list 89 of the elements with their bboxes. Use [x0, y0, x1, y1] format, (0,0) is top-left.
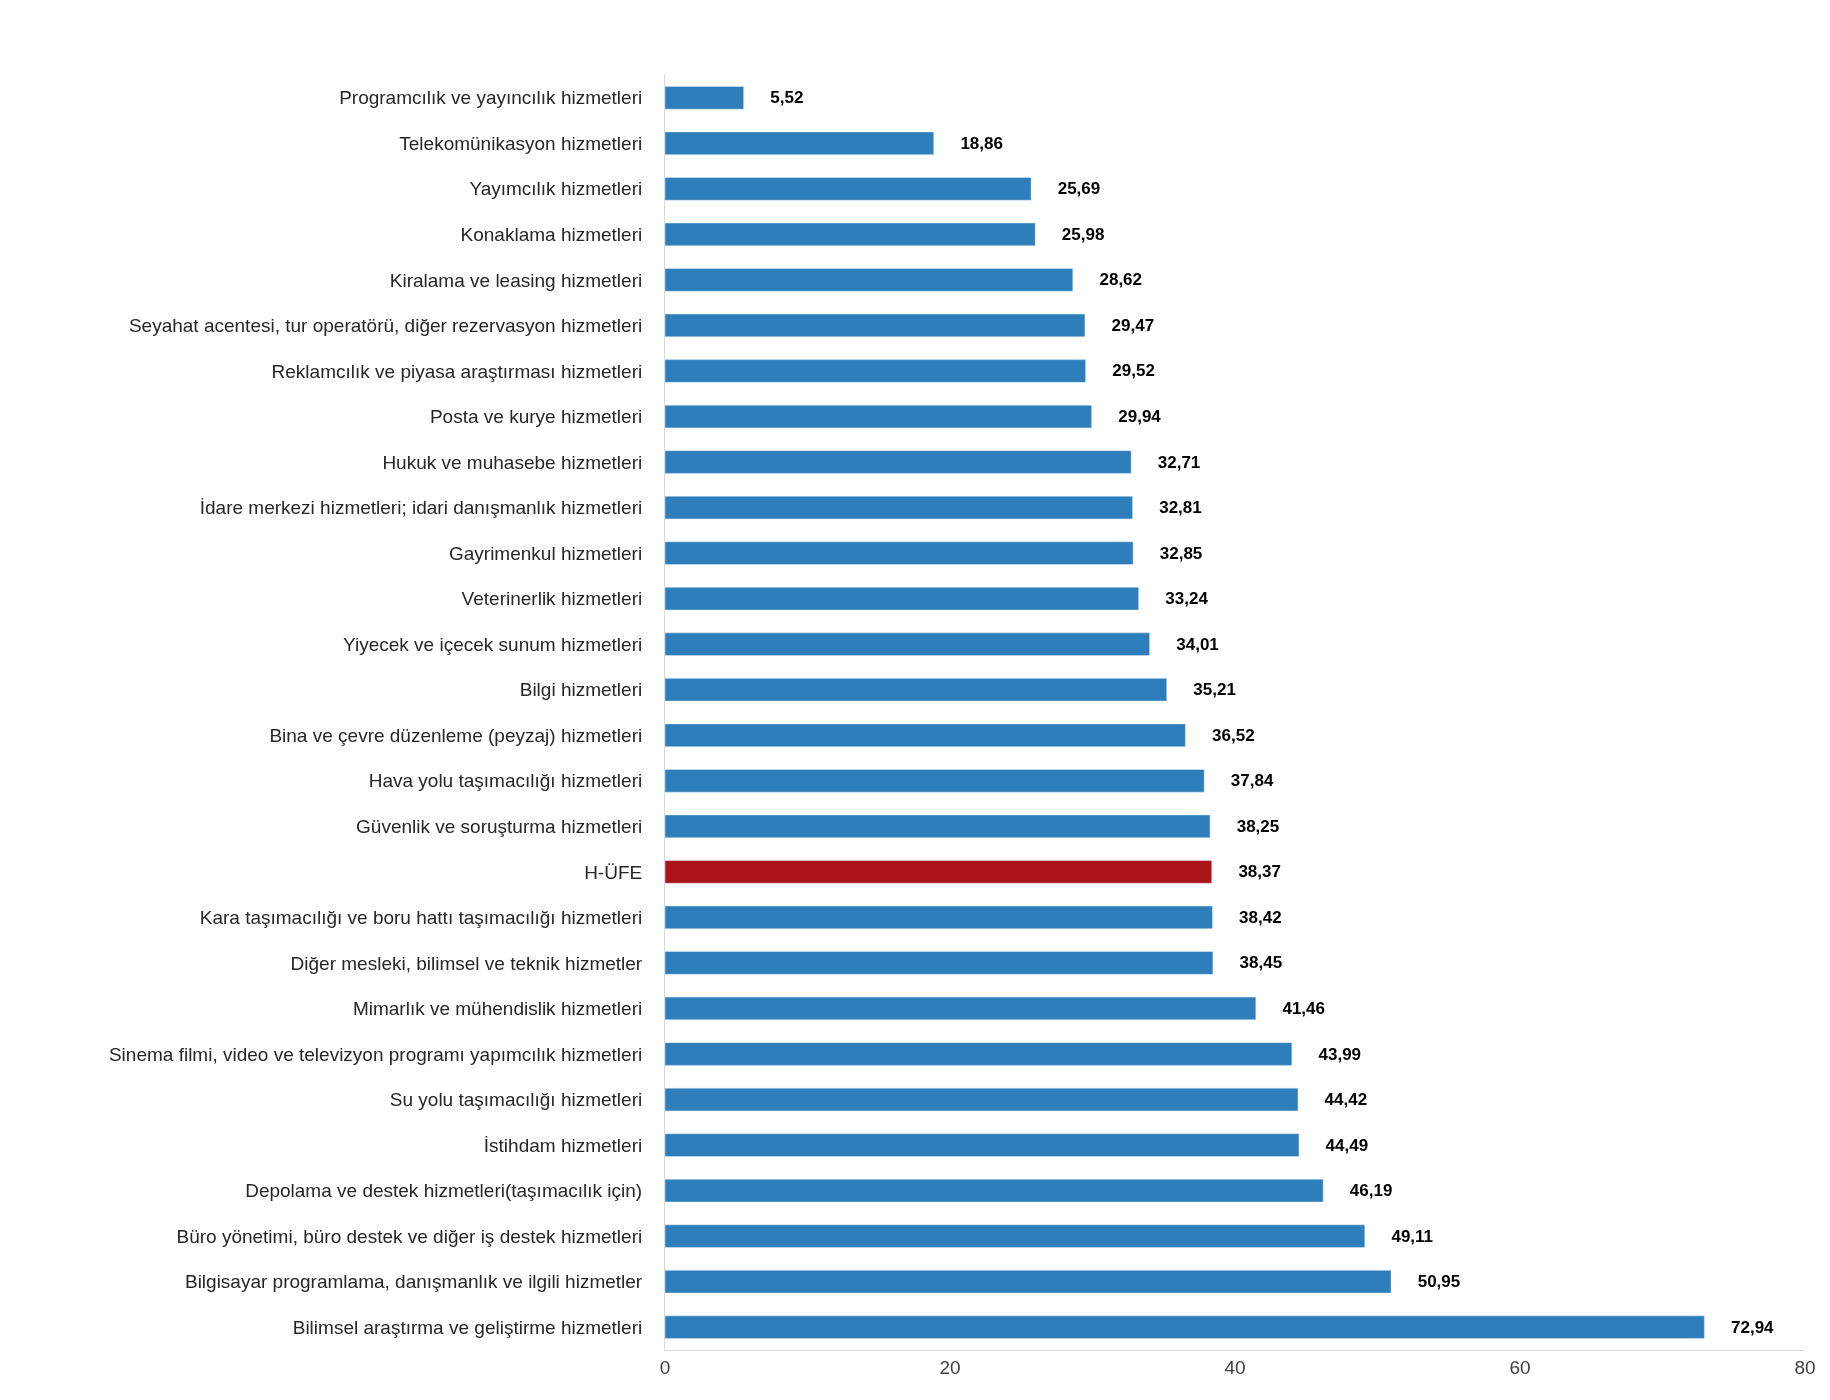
- data-label: 46,19: [1349, 1181, 1393, 1201]
- bar: [665, 678, 1167, 702]
- y-tick-label: Kiralama ve leasing hizmetleri: [389, 269, 643, 291]
- bar: [665, 996, 1257, 1021]
- data-label: 29,94: [1118, 407, 1162, 427]
- data-label: 29,47: [1111, 315, 1155, 335]
- data-label: 34,01: [1176, 634, 1219, 654]
- bar: [665, 1178, 1324, 1203]
- x-tick-label: 40: [1224, 1356, 1246, 1378]
- y-tick-label: Güvenlik ve soruşturma hizmetleri: [356, 815, 643, 837]
- bar: [665, 222, 1036, 247]
- data-label: 25,69: [1057, 179, 1101, 199]
- y-tick-label: Veterinerlik hizmetleri: [461, 588, 643, 610]
- bar: [665, 359, 1086, 383]
- data-label: 18,86: [960, 133, 1003, 153]
- bar: [665, 177, 1032, 201]
- data-label: 5,52: [770, 88, 804, 108]
- y-tick-label: Reklamcılık ve piyasa araştırması hizmetleri: [271, 360, 643, 382]
- data-label: 36,52: [1212, 725, 1255, 745]
- bar: [665, 1087, 1299, 1112]
- data-label: 28,62: [1099, 270, 1143, 290]
- data-label: 29,52: [1112, 361, 1155, 381]
- bar: [665, 814, 1211, 838]
- data-label: 35,21: [1193, 680, 1236, 700]
- x-tick-label: 60: [1509, 1356, 1531, 1378]
- y-tick-label: İdare merkezi hizmetleri; idari danışmanlık hizmetleri: [199, 497, 643, 519]
- data-label: 32,71: [1157, 452, 1201, 472]
- bar: [665, 905, 1213, 930]
- y-tick-label: H-ÜFE: [584, 861, 643, 883]
- y-tick-label: Bilgisayar programlama, danışmanlık ve ilgili hizmetler: [184, 1271, 643, 1293]
- data-label: 32,85: [1159, 543, 1203, 563]
- y-tick-label: Hava yolu taşımacılığı hizmetleri: [368, 770, 643, 792]
- data-label: 25,98: [1061, 224, 1105, 244]
- bar: [665, 587, 1139, 611]
- x-tick-label: 0: [659, 1356, 671, 1378]
- data-label: 49,11: [1391, 1226, 1434, 1246]
- y-tick-label: Konaklama hizmetleri: [460, 224, 643, 246]
- y-tick-label: Hukuk ve muhasebe hizmetleri: [382, 451, 643, 473]
- bar: [665, 541, 1134, 565]
- bar: [665, 1133, 1300, 1157]
- data-label: 43,99: [1318, 1044, 1362, 1064]
- data-label: 41,46: [1282, 998, 1325, 1018]
- bar: [665, 1224, 1366, 1248]
- bar: [665, 450, 1132, 474]
- x-tick-label: 80: [1794, 1356, 1816, 1378]
- bar: [665, 632, 1150, 656]
- data-label: 32,81: [1159, 498, 1202, 518]
- y-tick-label: Sinema filmi, video ve televizyon programı yapımcılık hizmetleri: [108, 1043, 643, 1065]
- y-tick-label: Mimarlık ve mühendislik hizmetleri: [352, 998, 643, 1020]
- y-tick-label: Telekomünikasyon hizmetleri: [399, 132, 643, 154]
- y-tick-label: Kara taşımacılığı ve boru hattı taşımacılığı hizmetleri: [199, 907, 643, 929]
- y-tick-label: Posta ve kurye hizmetleri: [429, 406, 643, 428]
- bar: [665, 404, 1092, 429]
- y-tick-label: Bilgi hizmetleri: [519, 679, 643, 701]
- y-tick-label: Depolama ve destek hizmetleri(taşımacılık için): [245, 1180, 643, 1202]
- bar: [665, 1315, 1705, 1339]
- data-label: 72,94: [1731, 1317, 1775, 1337]
- data-label: 37,84: [1230, 771, 1274, 791]
- data-label: 38,37: [1238, 862, 1281, 882]
- y-tick-label: Yiyecek ve içecek sunum hizmetleri: [343, 633, 643, 655]
- bar: [665, 1270, 1392, 1294]
- data-label: 38,25: [1236, 816, 1280, 836]
- y-tick-label: Bilimsel araştırma ve geliştirme hizmetleri: [292, 1316, 643, 1338]
- y-tick-label: Seyahat acentesi, tur operatörü, diğer rezervasyon hizmetleri: [128, 315, 643, 337]
- bar: [665, 723, 1186, 747]
- bar: [665, 769, 1205, 793]
- bar: [665, 268, 1074, 292]
- data-label: 44,49: [1325, 1135, 1369, 1155]
- y-tick-label: İstihdam hizmetleri: [483, 1134, 643, 1156]
- x-tick-label: 20: [939, 1356, 961, 1378]
- y-tick-label: Bina ve çevre düzenleme (peyzaj) hizmetleri: [269, 724, 643, 746]
- bar: [665, 1042, 1293, 1066]
- bar: [665, 86, 744, 110]
- bar: [665, 131, 935, 155]
- bar: [665, 313, 1086, 338]
- y-tick-label: Yayımcılık hizmetleri: [469, 178, 643, 200]
- y-tick-label: Su yolu taşımacılığı hizmetleri: [389, 1089, 643, 1111]
- data-label: 38,42: [1239, 907, 1282, 927]
- y-tick-label: Büro yönetimi, büro destek ve diğer iş destek hizmetleri: [176, 1225, 643, 1247]
- bar: [665, 495, 1133, 520]
- y-tick-label: Gayrimenkul hizmetleri: [448, 542, 643, 564]
- y-tick-label: Diğer mesleki, bilimsel ve teknik hizmetler: [290, 952, 643, 974]
- data-label: 33,24: [1165, 589, 1209, 609]
- data-label: 44,42: [1324, 1090, 1368, 1110]
- data-label: 50,95: [1417, 1272, 1461, 1292]
- y-tick-label: Programcılık ve yayıncılık hizmetleri: [339, 87, 643, 109]
- bar: [665, 860, 1213, 884]
- bar: [665, 951, 1214, 975]
- data-label: 38,45: [1239, 953, 1283, 973]
